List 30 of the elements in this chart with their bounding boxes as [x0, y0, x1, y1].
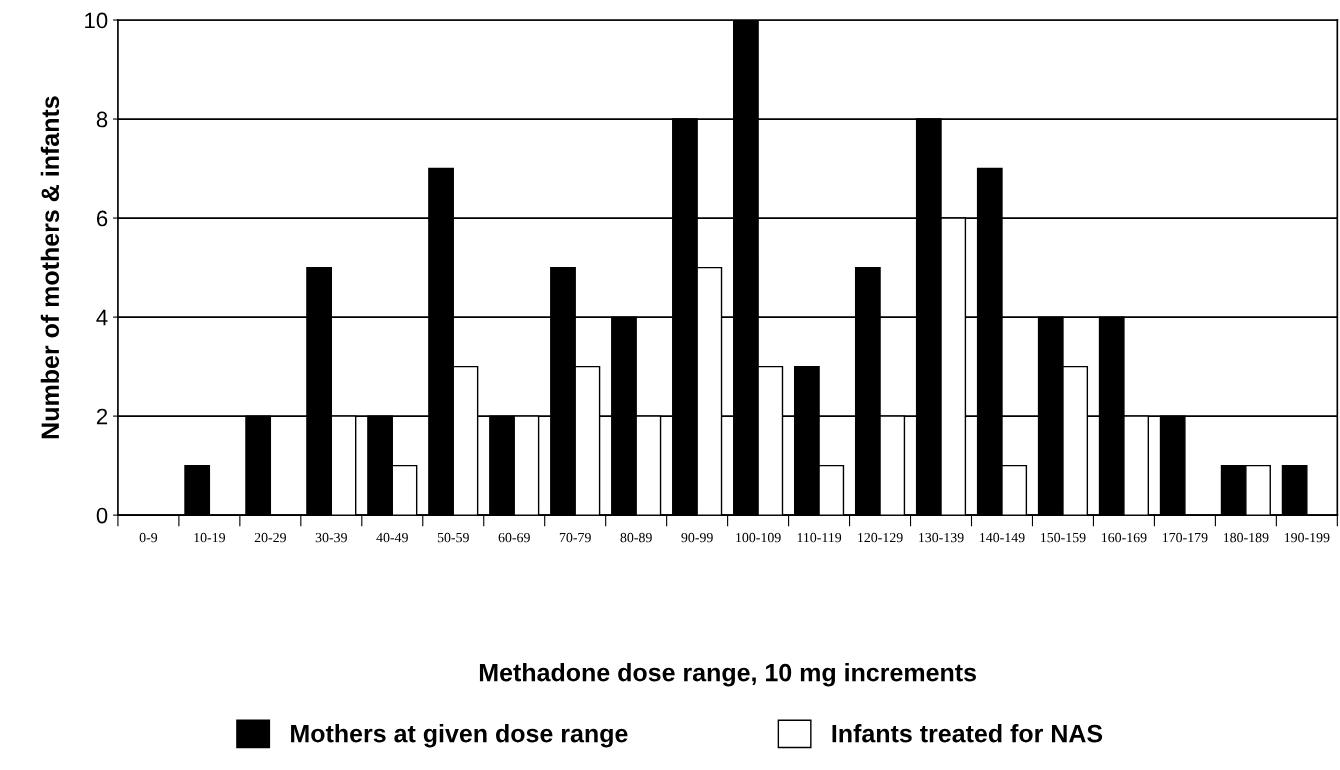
x-tick-label: 160-169 — [1102, 532, 1147, 543]
x-tick-label: 40-49 — [376, 532, 408, 543]
x-tick-label: 0-9 — [139, 532, 158, 543]
y-tick-label: 6 — [96, 210, 108, 227]
y-tick-label: 0 — [96, 507, 108, 524]
x-tick-label: 70-79 — [559, 532, 591, 543]
legend-label: Infants treated for NAS — [832, 724, 1103, 743]
x-axis-title: Methadone dose range, 10 mg increments — [479, 663, 976, 687]
x-tick-label: 130-139 — [919, 532, 964, 543]
x-tick-label: 80-89 — [620, 532, 652, 543]
x-tick-label: 110-119 — [797, 532, 842, 543]
y-tick-label: 8 — [96, 111, 108, 128]
x-tick-label: 10-19 — [194, 532, 226, 543]
x-tick-label: 50-59 — [437, 532, 469, 543]
legend-label: Mothers at given dose range — [291, 724, 628, 748]
y-tick-label: 4 — [96, 309, 108, 326]
y-axis-title: Number of mothers & infants — [40, 96, 60, 439]
x-tick-label: 30-39 — [315, 532, 347, 543]
x-tick-label: 180-189 — [1223, 532, 1269, 543]
x-tick-label: 60-69 — [498, 532, 530, 543]
y-tick-label: 10 — [85, 12, 108, 29]
x-tick-label: 150-159 — [1041, 532, 1086, 543]
x-tick-label: 100-109 — [736, 532, 781, 543]
x-tick-label: 120-129 — [858, 532, 903, 543]
x-tick-label: 140-149 — [980, 532, 1025, 543]
x-tick-label: 20-29 — [254, 532, 286, 543]
y-tick-label: 2 — [96, 408, 108, 425]
x-tick-label: 90-99 — [681, 532, 713, 543]
x-tick-label: 190-199 — [1284, 532, 1330, 543]
x-tick-label: 170-179 — [1162, 532, 1208, 543]
